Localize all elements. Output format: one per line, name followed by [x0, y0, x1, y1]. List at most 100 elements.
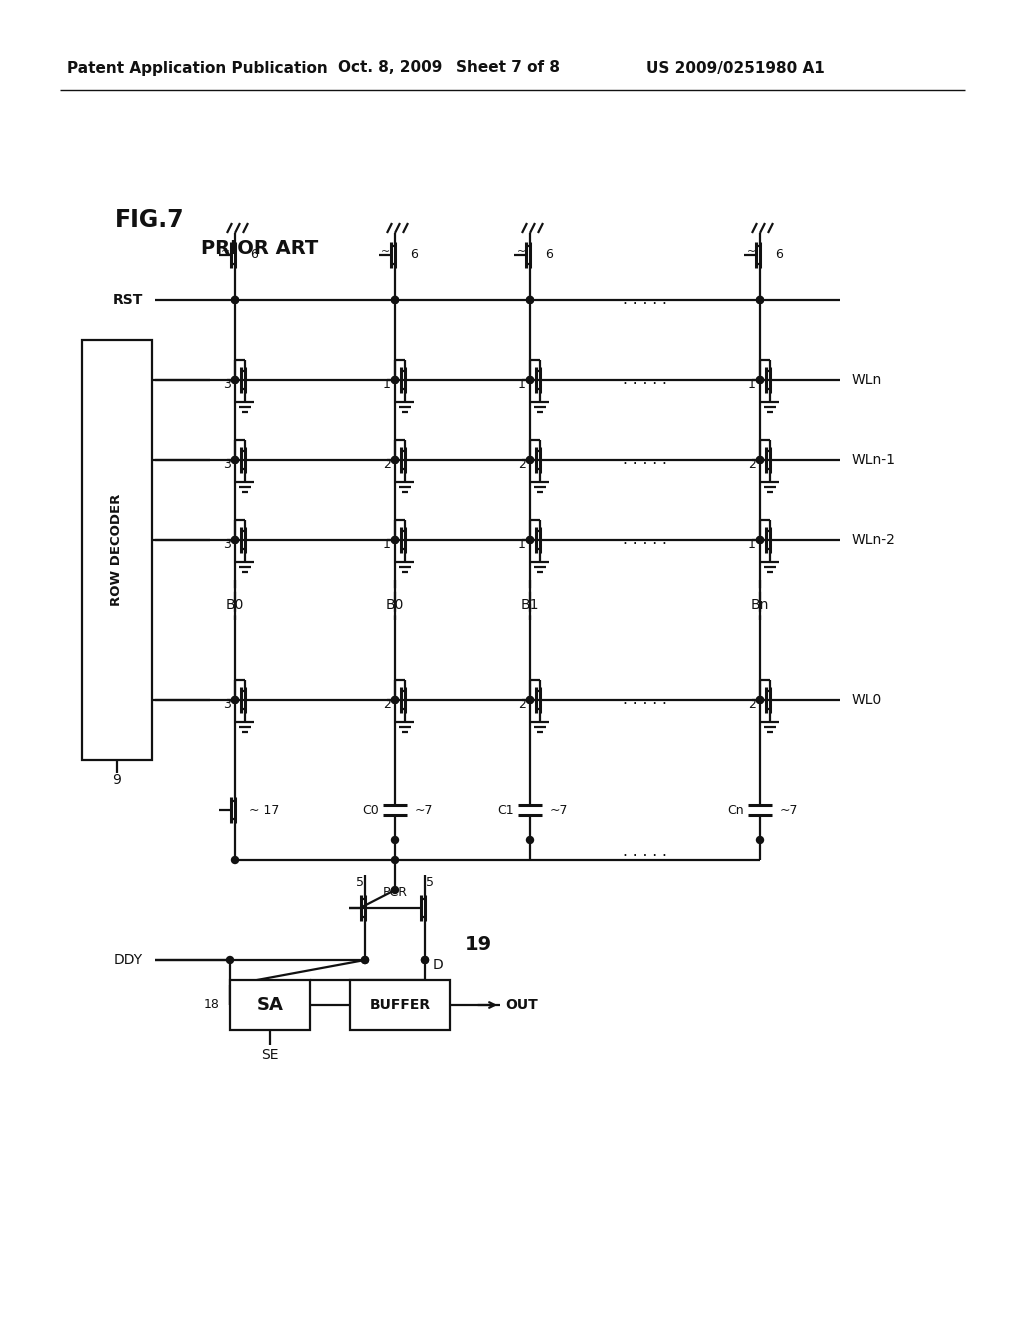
Text: . . . . .: . . . . . [623, 693, 667, 708]
Text: RST: RST [113, 293, 143, 308]
Circle shape [391, 697, 398, 704]
Circle shape [226, 957, 233, 964]
Circle shape [391, 376, 398, 384]
Text: ~7: ~7 [550, 804, 568, 817]
Text: . . . . .: . . . . . [623, 532, 667, 548]
Circle shape [231, 697, 239, 704]
Circle shape [391, 697, 398, 704]
Circle shape [526, 536, 534, 544]
Text: US 2009/0251980 A1: US 2009/0251980 A1 [645, 61, 824, 75]
Text: 3: 3 [223, 458, 231, 471]
Text: 3: 3 [223, 379, 231, 392]
Circle shape [391, 887, 398, 894]
Text: ~7: ~7 [780, 804, 799, 817]
Circle shape [231, 536, 239, 544]
Text: OUT: OUT [505, 998, 538, 1012]
Text: B1: B1 [521, 598, 540, 612]
Circle shape [391, 837, 398, 843]
Text: ~: ~ [516, 247, 525, 257]
Circle shape [757, 297, 764, 304]
Text: 3: 3 [223, 698, 231, 711]
Bar [350, 979, 450, 1030]
Text: 18: 18 [204, 998, 220, 1011]
Text: WLn-1: WLn-1 [852, 453, 896, 467]
Circle shape [757, 457, 764, 463]
Circle shape [757, 536, 764, 544]
Text: 1: 1 [749, 379, 756, 392]
Circle shape [231, 457, 239, 463]
Circle shape [361, 957, 369, 964]
Text: ~: ~ [221, 247, 230, 257]
Circle shape [391, 536, 398, 544]
Circle shape [526, 297, 534, 304]
Circle shape [526, 536, 534, 544]
Text: 5: 5 [426, 876, 434, 888]
Text: 3: 3 [223, 539, 231, 552]
Text: 6: 6 [545, 248, 553, 261]
Circle shape [757, 297, 764, 304]
Circle shape [231, 297, 239, 304]
Text: B0: B0 [386, 598, 404, 612]
Text: ~7: ~7 [415, 804, 433, 817]
Circle shape [526, 457, 534, 463]
Text: 6: 6 [410, 248, 418, 261]
Text: 9: 9 [113, 774, 122, 787]
Text: Sheet 7 of 8: Sheet 7 of 8 [456, 61, 560, 75]
Circle shape [757, 697, 764, 704]
Text: 2: 2 [518, 698, 526, 711]
Circle shape [391, 457, 398, 463]
Text: DDY: DDY [114, 953, 143, 968]
Text: WL0: WL0 [852, 693, 883, 708]
Text: C0: C0 [362, 804, 379, 817]
Text: 1: 1 [518, 539, 526, 552]
Circle shape [231, 457, 239, 463]
Text: ROW DECODER: ROW DECODER [111, 494, 124, 606]
Text: . . . . .: . . . . . [623, 845, 667, 859]
Text: 2: 2 [749, 698, 756, 711]
Text: 6: 6 [250, 248, 258, 261]
Circle shape [526, 376, 534, 384]
Text: Patent Application Publication: Patent Application Publication [67, 61, 328, 75]
Text: 1: 1 [383, 539, 391, 552]
Text: WLn: WLn [852, 374, 883, 387]
Text: 1: 1 [518, 379, 526, 392]
Circle shape [361, 957, 369, 964]
Circle shape [391, 536, 398, 544]
Circle shape [757, 457, 764, 463]
Circle shape [757, 697, 764, 704]
Text: Cn: Cn [727, 804, 744, 817]
Bar [230, 979, 310, 1030]
Circle shape [391, 297, 398, 304]
Text: 5: 5 [356, 876, 364, 888]
Text: SA: SA [257, 997, 284, 1014]
Text: 2: 2 [383, 698, 391, 711]
Text: . . . . .: . . . . . [623, 293, 667, 308]
Circle shape [757, 376, 764, 384]
Circle shape [391, 297, 398, 304]
Circle shape [231, 857, 239, 863]
Circle shape [422, 957, 428, 964]
Text: 6: 6 [775, 248, 783, 261]
Text: . . . . .: . . . . . [623, 372, 667, 388]
Circle shape [231, 536, 239, 544]
Circle shape [231, 697, 239, 704]
Text: 1: 1 [749, 539, 756, 552]
Circle shape [526, 297, 534, 304]
Text: C1: C1 [498, 804, 514, 817]
Text: 1: 1 [383, 379, 391, 392]
Circle shape [526, 837, 534, 843]
Text: B0: B0 [226, 598, 244, 612]
Text: D: D [433, 958, 443, 972]
Circle shape [391, 457, 398, 463]
Text: FIG.7: FIG.7 [115, 209, 184, 232]
Circle shape [757, 837, 764, 843]
Circle shape [231, 297, 239, 304]
Text: . . . . .: . . . . . [623, 453, 667, 467]
Text: WLn-2: WLn-2 [852, 533, 896, 546]
Text: BUFFER: BUFFER [370, 998, 430, 1012]
Circle shape [391, 857, 398, 863]
Text: 19: 19 [465, 936, 493, 954]
Circle shape [757, 376, 764, 384]
Circle shape [422, 957, 428, 964]
Text: Bn: Bn [751, 598, 769, 612]
